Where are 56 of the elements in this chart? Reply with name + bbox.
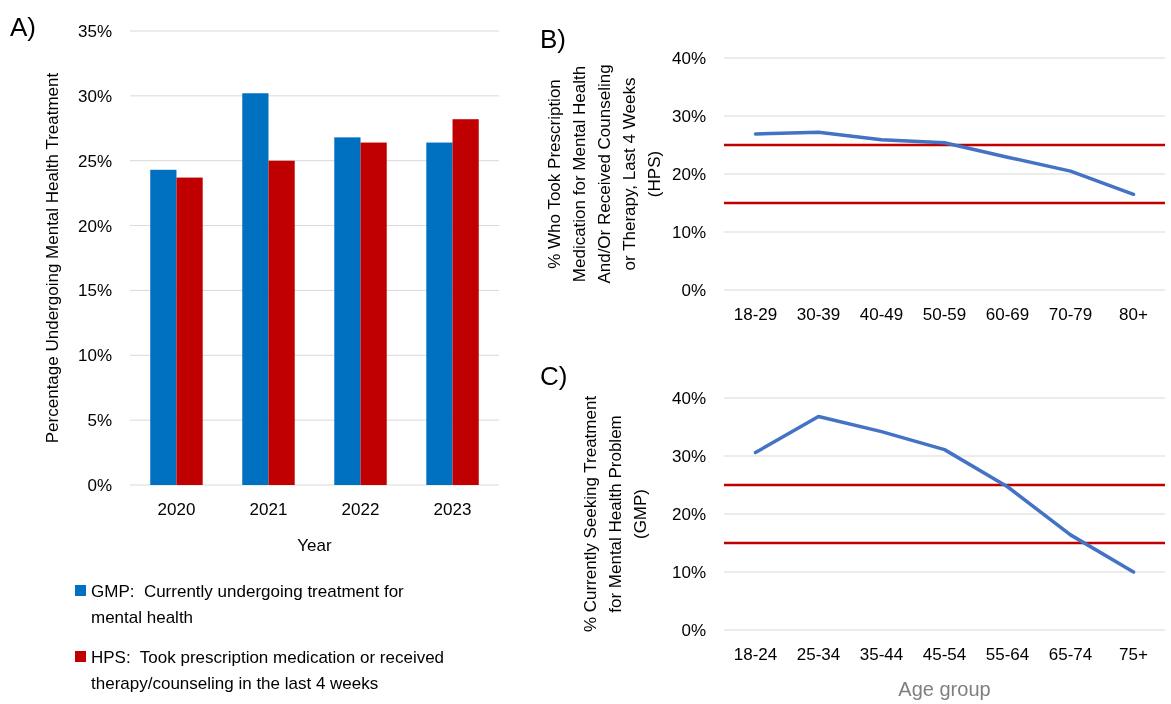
x-tick-label: 2023	[433, 500, 472, 519]
x-tick-label: 80+	[1119, 305, 1148, 324]
bar	[360, 142, 387, 485]
bar	[452, 119, 479, 485]
y-tick-label: 25%	[77, 151, 112, 171]
legend-label: GMP: Currently undergoing treatment for mental health	[91, 581, 405, 627]
y-tick-label: 20%	[77, 216, 112, 236]
line-series	[753, 414, 1136, 574]
y-tick-label: 0%	[681, 280, 706, 300]
y-tick-label: 20%	[671, 504, 706, 524]
y-tick-label: 40%	[671, 388, 706, 408]
x-tick-label: 45-54	[922, 645, 967, 664]
x-tick-label: 2020	[157, 500, 196, 519]
x-tick-label: 2022	[341, 500, 380, 519]
chart-title: A)	[10, 12, 36, 42]
x-tick-label: 65-74	[1048, 645, 1093, 664]
y-tick-label: 20%	[671, 164, 706, 184]
chart-title: C)	[540, 361, 568, 391]
chart-title: B)	[540, 24, 566, 54]
x-tick-label: 2021	[249, 500, 288, 519]
x-tick-label: 40-49	[859, 305, 904, 324]
y-tick-label: 15%	[77, 281, 112, 301]
y-axis-title: Percentage Undergoing Mental Health Treatment	[42, 72, 62, 444]
y-tick-label: 0%	[87, 475, 112, 495]
bar	[268, 160, 295, 485]
bar	[150, 169, 177, 485]
y-tick-label: 35%	[77, 21, 112, 41]
x-tick-label: 30-39	[796, 305, 841, 324]
x-tick-label: 50-59	[922, 305, 967, 324]
x-axis-title: Year	[297, 536, 333, 555]
y-tick-label: 30%	[671, 106, 706, 126]
x-tick-label: 75+	[1119, 645, 1148, 664]
bar	[242, 93, 269, 485]
y-tick-label: 30%	[77, 86, 112, 106]
x-axis-title: Age group	[898, 678, 991, 700]
y-tick-label: 40%	[671, 48, 706, 68]
bar	[334, 137, 361, 485]
y-axis-title: % Currently Seeking Treatment for Mental Health Problem (GMP)	[580, 395, 650, 633]
y-tick-label: 10%	[671, 222, 706, 242]
y-tick-label: 0%	[681, 620, 706, 640]
bar	[176, 177, 203, 485]
x-tick-label: 25-34	[796, 645, 841, 664]
y-tick-label: 10%	[77, 346, 112, 366]
bar	[426, 142, 453, 485]
x-tick-label: 70-79	[1048, 305, 1093, 324]
y-axis-title: % Who Took Prescription Medication for Mental Health And/Or Received Counseling or Therapy, Last 4 Weeks (HPS)	[544, 64, 664, 284]
y-tick-label: 5%	[87, 411, 112, 431]
y-tick-label: 30%	[671, 446, 706, 466]
x-tick-label: 35-44	[859, 645, 904, 664]
line-series	[753, 130, 1136, 197]
y-tick-label: 10%	[671, 562, 706, 582]
x-tick-label: 55-64	[985, 645, 1030, 664]
x-tick-label: 60-69	[985, 305, 1030, 324]
x-tick-label: 18-29	[733, 305, 778, 324]
x-tick-label: 18-24	[733, 645, 778, 664]
legend-label: HPS: Took prescription medication or received therapy/counseling in the last 4 weeks	[91, 647, 445, 693]
